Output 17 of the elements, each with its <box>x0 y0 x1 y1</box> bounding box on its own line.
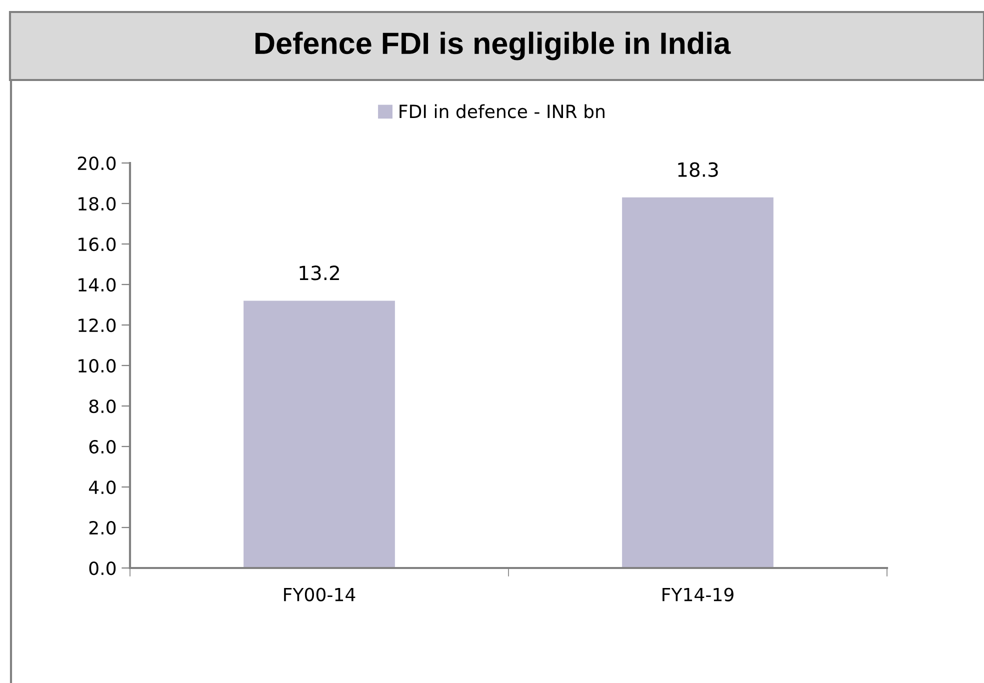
y-tick-label: 10.0 <box>78 358 116 373</box>
y-tick-label: 0.0 <box>89 561 116 576</box>
y-tick-label: 4.0 <box>88 480 116 494</box>
y-tick-label: 12.0 <box>78 318 116 332</box>
data-label: 18.3 <box>678 162 718 177</box>
y-tick-label: 14.0 <box>78 278 116 292</box>
y-tick-label: 8.0 <box>89 399 116 414</box>
y-tick-label: 20.0 <box>78 156 116 170</box>
chart-title: Defence FDI is negligible in India <box>256 32 731 60</box>
y-tick-label: 16.0 <box>78 237 116 252</box>
y-tick-label: 18.0 <box>78 196 116 211</box>
y-tick-label: 6.0 <box>89 440 116 454</box>
x-tick-label: FY14-19 <box>662 588 734 602</box>
x-tick-label: FY00-14 <box>284 588 356 602</box>
y-tick-label: 2.0 <box>89 520 116 535</box>
legend-label: FDI in defence - INR bn <box>400 104 604 118</box>
data-label: 13.2 <box>300 266 339 280</box>
